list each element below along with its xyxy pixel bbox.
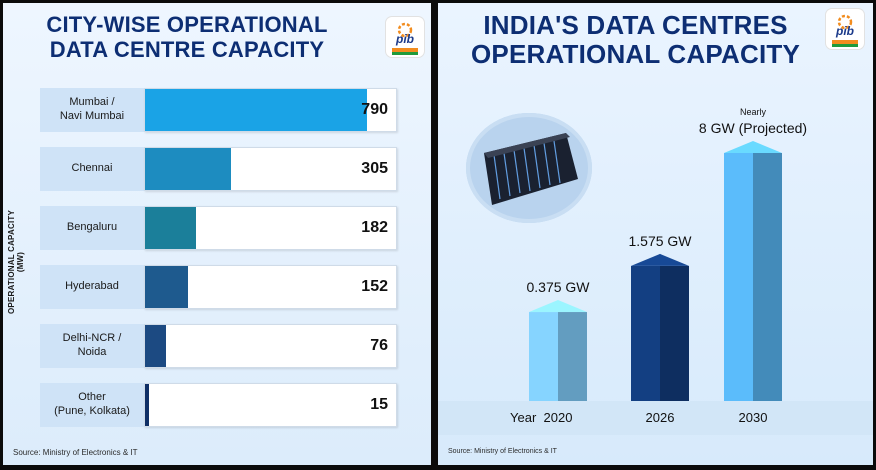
bar xyxy=(145,89,368,131)
bar-row: Chennai 305 xyxy=(40,147,400,191)
category-label: Chennai xyxy=(40,147,144,191)
city-wise-panel: CITY-WISE OPERATIONAL DATA CENTRE CAPACI… xyxy=(3,3,431,465)
value-label: 15 xyxy=(370,396,388,413)
source-note: Source: Ministry of Electronics & IT xyxy=(13,448,138,457)
value-label: 305 xyxy=(361,160,388,177)
category-label: 2020 xyxy=(544,410,573,425)
value-label: 8 GW (Projected) xyxy=(699,120,807,136)
bar-track: 790 xyxy=(144,88,397,132)
bar xyxy=(631,265,660,401)
bar-track: 305 xyxy=(144,147,397,191)
category-label: Delhi-NCR / Noida xyxy=(40,324,144,368)
bar-track: 15 xyxy=(144,383,397,427)
value-prefix: Nearly xyxy=(740,107,767,117)
bar-top xyxy=(529,300,587,313)
value-label: 76 xyxy=(370,337,388,354)
source-note: Source: Ministry of Electronics & IT xyxy=(448,448,557,455)
bar xyxy=(145,266,188,308)
category-label: Other (Pune, Kolkata) xyxy=(40,383,144,427)
bar-row: Hyderabad 152 xyxy=(40,265,400,309)
bar xyxy=(145,325,167,367)
bar-top xyxy=(724,141,782,153)
bar-side xyxy=(753,153,782,401)
bar xyxy=(145,207,197,249)
bar-row: Other (Pune, Kolkata) 15 xyxy=(40,383,400,427)
chart-title: CITY-WISE OPERATIONAL DATA CENTRE CAPACI… xyxy=(3,12,371,62)
value-label: 790 xyxy=(361,101,388,118)
bar-track: 182 xyxy=(144,206,397,250)
value-label: 182 xyxy=(361,219,388,236)
pib-logo: pib xyxy=(826,9,864,49)
value-label: 1.575 GW xyxy=(628,233,692,249)
x-axis-label: Year xyxy=(510,410,537,425)
bar-row: Delhi-NCR / Noida 76 xyxy=(40,324,400,368)
bar-row: Bengaluru 182 xyxy=(40,206,400,250)
bar xyxy=(724,153,753,401)
bar xyxy=(145,148,231,190)
y-axis-label: OPERATIONAL CAPACITY (MW) xyxy=(7,210,25,315)
bar xyxy=(529,312,558,401)
national-capacity-panel: INDIA'S DATA CENTRES OPERATIONAL CAPACIT… xyxy=(438,3,873,465)
category-label: Bengaluru xyxy=(40,206,144,250)
logo-lettering: pib xyxy=(396,32,414,46)
pib-logo: pib xyxy=(386,17,424,57)
category-label: Hyderabad xyxy=(40,265,144,309)
value-label: 152 xyxy=(361,278,388,295)
category-label: Mumbai / Navi Mumbai xyxy=(40,88,144,132)
value-label: 0.375 GW xyxy=(526,279,590,295)
bar-track: 152 xyxy=(144,265,397,309)
title-line-2: DATA CENTRE CAPACITY xyxy=(49,36,325,62)
logo-lettering: pib xyxy=(836,24,854,38)
server-rack-illustration xyxy=(466,113,592,223)
title-line-1: INDIA'S DATA CENTRES xyxy=(483,10,788,40)
bar-row: Mumbai / Navi Mumbai 790 xyxy=(40,88,400,132)
category-label: 2026 xyxy=(646,410,675,425)
title-line-2: OPERATIONAL CAPACITY xyxy=(470,39,800,70)
year-strip xyxy=(438,401,873,435)
category-label: 2030 xyxy=(739,410,768,425)
bar-top xyxy=(631,253,689,266)
chart-title: INDIA'S DATA CENTRES OPERATIONAL CAPACIT… xyxy=(438,10,833,70)
bar-side xyxy=(660,265,689,401)
year-bar-chart: Year 0.375 GW 2020 1.575 GW 2026 Nearly 8 GW (… xyxy=(438,107,873,435)
title-line-1: CITY-WISE OPERATIONAL xyxy=(46,12,328,37)
bar-track: 76 xyxy=(144,324,397,368)
bar xyxy=(145,384,150,426)
bar-side xyxy=(558,312,587,401)
